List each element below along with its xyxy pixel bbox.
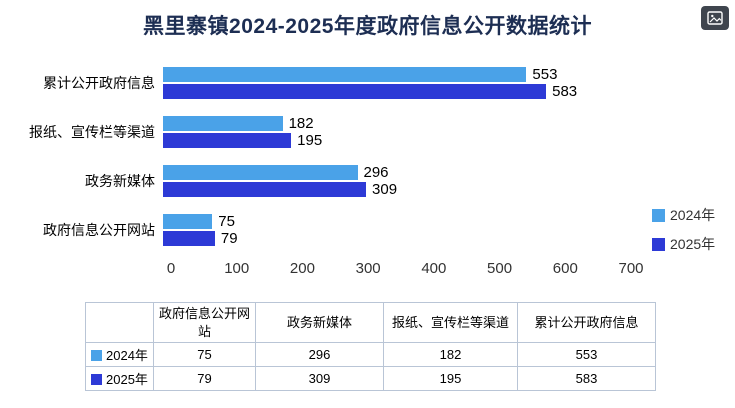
x-axis: 0 100 200 300 400 500 600 700 (167, 260, 644, 282)
row-legend-swatch (91, 350, 102, 362)
table-cell: 182 (383, 342, 518, 368)
row-label: 2025年 (106, 372, 148, 388)
table-cell: 79 (153, 366, 256, 392)
table-header-cell: 报纸、宣传栏等渠道 (383, 301, 518, 344)
table-row-0: 2024年 75 296 182 553 (85, 342, 656, 368)
data-table: 政府信息公开网站 政务新媒体 报纸、宣传栏等渠道 累计公开政府信息 2024年 75 29… (85, 301, 656, 392)
bar-value-label: 195 (297, 131, 323, 149)
table-cell: 553 (517, 342, 656, 368)
bar-series-0-category-3[interactable] (163, 213, 213, 229)
chart-title: 黑里寨镇2024-2025年度政府信息公开数据统计 (143, 15, 592, 38)
bar-row: 583 (163, 83, 577, 100)
bar-group: 182 195 (163, 115, 322, 149)
save-as-image-button[interactable] (701, 6, 729, 30)
x-axis-tick-label: 700 (618, 260, 644, 277)
legend-swatch (652, 208, 665, 222)
chart-category-group-1: 报纸、宣传栏等渠道 182 195 (8, 107, 577, 156)
legend-item-1[interactable]: 2025年 (652, 234, 715, 254)
row-label: 2024年 (106, 348, 148, 364)
bar-series-0-category-0[interactable] (163, 66, 527, 82)
bar-row: 309 (163, 181, 397, 198)
chart-category-group-3: 政府信息公开网站 75 79 (8, 205, 577, 254)
x-axis-tick-label: 0 (166, 260, 176, 277)
table-header-cell: 累计公开政府信息 (517, 301, 656, 344)
x-axis-tick-label: 200 (289, 260, 315, 277)
bar-series-0-category-1[interactable] (163, 115, 283, 131)
row-legend-swatch (91, 374, 102, 386)
bar-value-label: 309 (372, 180, 398, 198)
category-axis-label: 累计公开政府信息 (43, 74, 155, 91)
legend-item-0[interactable]: 2024年 (652, 205, 715, 225)
bar-row: 296 (163, 164, 397, 181)
bar-row: 182 (163, 115, 322, 132)
table-row-header: 2025年 (85, 366, 154, 392)
table-row-header: 2024年 (85, 342, 154, 368)
x-axis-tick-label: 300 (355, 260, 381, 277)
bar-row: 79 (163, 230, 238, 247)
x-axis-tick-label: 500 (487, 260, 513, 277)
chart-category-group-0: 累计公开政府信息 553 583 (8, 58, 577, 107)
bar-group: 296 309 (163, 164, 397, 198)
bar-value-label: 79 (220, 229, 238, 247)
chart-legend: 2024年 2025年 (652, 205, 715, 254)
chart-plot-area: 累计公开政府信息 553 583 报纸、宣传栏等渠道 182 195 政务新媒体 296 309… (8, 58, 577, 254)
bar-value-label: 75 (218, 212, 235, 230)
bar-value-label: 182 (288, 114, 314, 132)
bar-row: 75 (163, 213, 238, 230)
category-axis-label: 报纸、宣传栏等渠道 (29, 123, 155, 140)
bar-series-0-category-2[interactable] (163, 164, 358, 180)
table-cell: 583 (517, 366, 656, 392)
table-cell: 75 (153, 342, 256, 368)
legend-label: 2025年 (670, 236, 716, 252)
category-axis-label: 政府信息公开网站 (43, 221, 155, 238)
legend-swatch (652, 237, 665, 251)
chart-category-group-2: 政务新媒体 296 309 (8, 156, 577, 205)
bar-value-label: 583 (552, 82, 578, 100)
table-cell: 195 (383, 366, 518, 392)
x-axis-tick-label: 100 (224, 260, 250, 277)
table-cell: 296 (255, 342, 384, 368)
category-axis-label: 政务新媒体 (85, 172, 155, 189)
table-cell: 309 (255, 366, 384, 392)
table-row-1: 2025年 79 309 195 583 (85, 366, 656, 392)
bar-row: 553 (163, 66, 577, 83)
bar-group: 75 79 (163, 213, 238, 247)
bar-series-1-category-1[interactable] (163, 132, 292, 148)
bar-value-label: 296 (363, 163, 389, 181)
x-axis-tick-label: 600 (552, 260, 578, 277)
x-axis-tick-label: 400 (421, 260, 447, 277)
bar-group: 553 583 (163, 66, 577, 100)
table-header-row: 政府信息公开网站 政务新媒体 报纸、宣传栏等渠道 累计公开政府信息 (85, 301, 656, 344)
bar-series-1-category-3[interactable] (163, 230, 215, 246)
table-header-cell: 政府信息公开网站 (153, 301, 256, 344)
bar-series-1-category-2[interactable] (163, 181, 367, 197)
bar-row: 195 (163, 132, 322, 149)
legend-label: 2024年 (670, 207, 716, 223)
bar-value-label: 553 (532, 65, 558, 83)
save-as-image-icon (707, 11, 723, 25)
table-corner-cell (85, 301, 154, 344)
bar-series-1-category-0[interactable] (163, 83, 547, 99)
table-header-cell: 政务新媒体 (255, 301, 384, 344)
